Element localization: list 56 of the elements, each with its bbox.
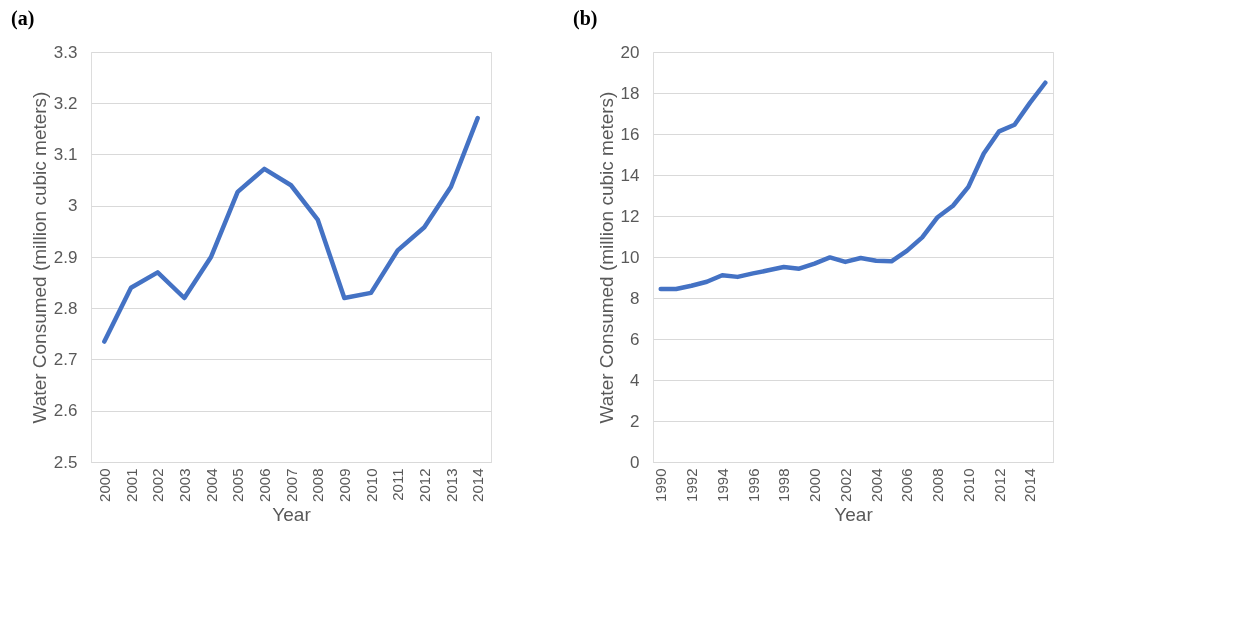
x-tick-label: 2004 (202, 468, 220, 502)
x-tick-label: 2000 (806, 468, 824, 502)
y-tick-label: 8 (630, 288, 640, 308)
y-tick-label: 18 (620, 83, 640, 103)
y-tick-label: 3.1 (53, 145, 78, 164)
x-tick-label: 2013 (442, 468, 460, 502)
x-tick-label: 2000 (95, 468, 113, 502)
x-tick-label: 2012 (990, 468, 1008, 502)
y-axis-title: Water Consumed (million cubic meters) (595, 91, 617, 424)
y-tick-label: 2.8 (53, 298, 78, 318)
y-tick-label: 10 (620, 247, 640, 267)
x-tick-label: 1990 (652, 468, 670, 502)
x-tick-label: 2006 (255, 468, 273, 502)
x-tick-label: 2014 (1021, 468, 1039, 502)
y-tick-label: 3 (68, 196, 78, 216)
y-tick-label: 12 (620, 206, 640, 226)
line-series (658, 80, 1048, 292)
x-tick-label: 2010 (959, 468, 977, 502)
y-tick-label: 3.3 (53, 42, 78, 62)
y-tick-label: 2.9 (53, 247, 78, 267)
chart-title: (a) (11, 7, 35, 30)
x-tick-label: 2012 (415, 468, 433, 502)
x-tick-label: 2009 (335, 468, 353, 502)
x-axis-title: Year (272, 503, 312, 525)
x-tick-label: 2005 (229, 468, 247, 502)
line-series (102, 115, 480, 344)
x-tick-label: 2014 (469, 468, 487, 502)
y-tick-label: 4 (630, 370, 640, 390)
x-tick-label: 2008 (309, 468, 327, 502)
x-tick-label: 1996 (744, 468, 762, 502)
y-tick-label: 6 (630, 329, 640, 349)
x-tick-label: 2004 (867, 468, 885, 502)
y-tick-label: 2.5 (53, 452, 78, 472)
x-tick-label: 1994 (713, 468, 731, 502)
x-tick-label: 2007 (282, 468, 300, 502)
x-tick-label: 2010 (362, 468, 380, 502)
x-axis-title: Year (834, 503, 874, 525)
y-tick-label: 16 (620, 124, 640, 144)
x-tick-label: 2003 (175, 468, 193, 502)
y-tick-label: 2.7 (53, 350, 78, 369)
y-tick-label: 0 (630, 452, 640, 472)
y-tick-label: 20 (620, 42, 640, 62)
x-tick-label: 2001 (122, 468, 140, 502)
x-tick-label: 1992 (682, 468, 700, 502)
x-tick-label: 2008 (929, 468, 947, 502)
y-tick-label: 2 (630, 411, 640, 431)
y-tick-label: 14 (620, 165, 640, 185)
x-tick-label: 2011 (389, 468, 407, 501)
y-axis-title: Water Consumed (million cubic meters) (28, 91, 50, 424)
y-tick-label: 3.2 (53, 93, 78, 113)
x-tick-label: 2002 (836, 468, 854, 502)
y-tick-label: 2.6 (53, 401, 78, 421)
x-tick-label: 2002 (149, 468, 167, 502)
x-tick-label: 1998 (775, 468, 793, 502)
chart-title: (b) (573, 7, 598, 30)
x-tick-label: 2006 (898, 468, 916, 502)
